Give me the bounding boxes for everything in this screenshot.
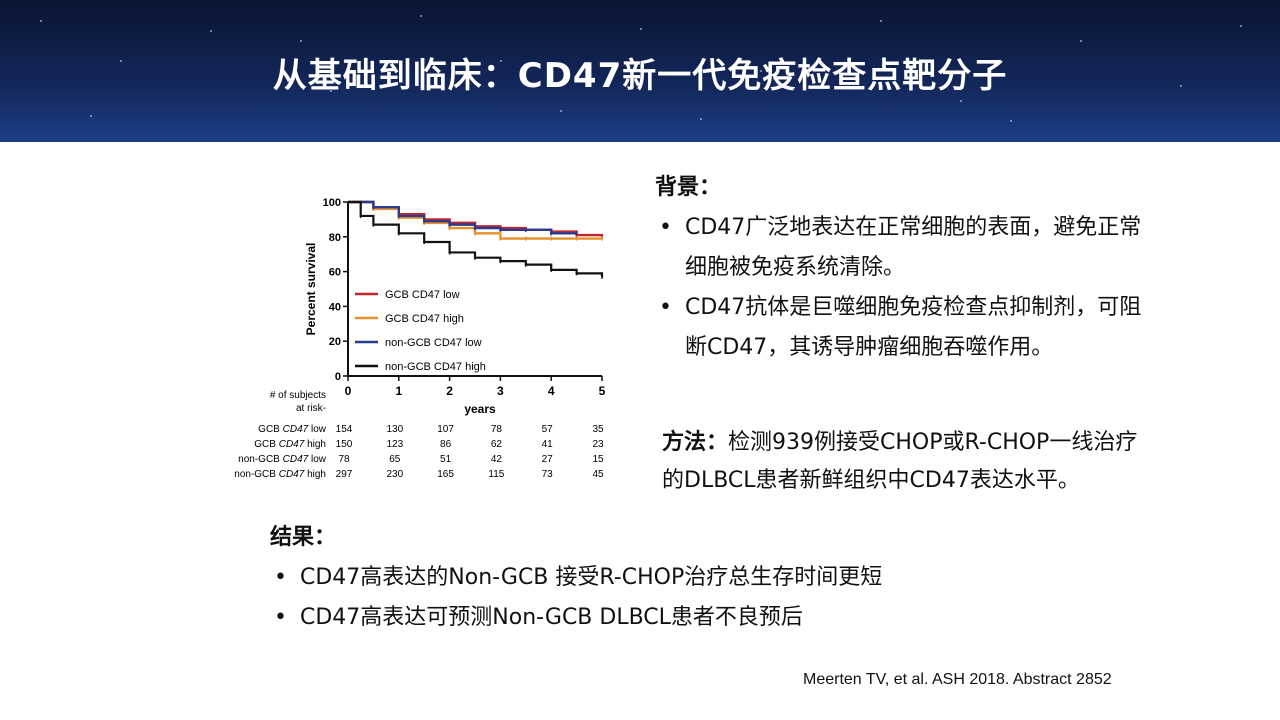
star-decoration <box>1010 120 1012 122</box>
risk-table-cell: 62 <box>491 439 503 450</box>
results-bullet: CD47高表达可预测Non-GCB DLBCL患者不良预后 <box>270 598 1030 638</box>
star-decoration <box>880 20 882 22</box>
risk-row-label-suffix: high <box>304 439 326 450</box>
star-decoration <box>700 118 702 120</box>
results-bullet: CD47高表达的Non-GCB 接受R-CHOP治疗总生存时间更短 <box>270 558 1030 598</box>
survival-chart: 0 20 40 60 80 100 0 1 2 3 4 5 Percent survival years G… <box>210 180 630 495</box>
star-decoration <box>1240 25 1242 27</box>
risk-row-label-prefix: GCB <box>258 424 282 435</box>
x-axis-label: years <box>464 402 496 416</box>
star-decoration <box>560 110 562 112</box>
method-text: 检测939例接受CHOP或R-CHOP一线治疗的DLBCL患者新鲜组织中CD47… <box>662 430 1138 493</box>
risk-table-cell: 27 <box>542 454 554 465</box>
risk-row-label-prefix: non-GCB <box>234 469 278 480</box>
risk-row-label-suffix: high <box>304 469 326 480</box>
results-bullets: CD47高表达的Non-GCB 接受R-CHOP治疗总生存时间更短 CD47高表… <box>270 558 1030 638</box>
risk-table-cell: 15 <box>592 454 604 465</box>
x-tick-label: 2 <box>446 384 453 398</box>
star-decoration <box>210 30 212 32</box>
star-decoration <box>40 20 42 22</box>
y-tick-label: 80 <box>329 232 341 244</box>
risk-row-label: non-GCB CD47 high <box>234 469 326 480</box>
x-tick-label: 3 <box>497 384 504 398</box>
star-decoration <box>330 90 332 92</box>
x-tick-label: 4 <box>548 384 555 398</box>
risk-table-cell: 65 <box>389 454 401 465</box>
risk-row-label-gene: CD47 <box>279 439 305 450</box>
star-decoration <box>640 28 642 30</box>
results-heading: 结果： <box>270 525 337 550</box>
star-decoration <box>1080 40 1082 42</box>
x-tick-label: 0 <box>345 384 352 398</box>
legend-label: GCB CD47 high <box>385 313 464 325</box>
risk-table-cell: 45 <box>592 469 604 480</box>
risk-table-cell: 78 <box>491 424 503 435</box>
background-bullet: CD47广泛地表达在正常细胞的表面，避免正常细胞被免疫系统清除。 <box>655 208 1145 288</box>
risk-table-header: at risk- <box>296 403 326 414</box>
risk-table-header: # of subjects <box>270 390 326 401</box>
title-banner: 从基础到临床：CD47新一代免疫检查点靶分子 <box>0 0 1280 142</box>
star-decoration <box>420 15 422 17</box>
background-heading: 背景： <box>655 175 722 200</box>
legend-label: non-GCB CD47 low <box>385 337 482 349</box>
y-axis-label: Percent survival <box>304 243 318 336</box>
risk-table-cell: 154 <box>336 424 353 435</box>
risk-table-cell: 35 <box>592 424 604 435</box>
risk-row-label-gene: CD47 <box>283 424 309 435</box>
risk-table-cell: 57 <box>542 424 554 435</box>
method-heading: 方法： <box>662 430 729 455</box>
risk-table-cell: 51 <box>440 454 452 465</box>
risk-row-label-gene: CD47 <box>283 454 309 465</box>
page-title: 从基础到临床：CD47新一代免疫检查点靶分子 <box>272 56 1008 96</box>
star-decoration <box>90 115 92 117</box>
risk-row-label-prefix: non-GCB <box>238 454 282 465</box>
risk-table-cell: 107 <box>437 424 454 435</box>
risk-table-cell: 42 <box>491 454 503 465</box>
star-decoration <box>1180 85 1182 87</box>
risk-table-cell: 130 <box>386 424 403 435</box>
risk-table-cell: 86 <box>440 439 452 450</box>
legend-label: non-GCB CD47 high <box>385 361 486 373</box>
star-decoration <box>500 60 502 62</box>
risk-table-cell: 150 <box>336 439 353 450</box>
risk-row-label: GCB CD47 high <box>254 439 326 450</box>
risk-row-label-prefix: GCB <box>254 439 278 450</box>
risk-table-cell: 115 <box>488 469 504 480</box>
x-tick-label: 5 <box>599 384 606 398</box>
risk-table-cell: 230 <box>386 469 403 480</box>
risk-row-label-suffix: low <box>308 424 327 435</box>
risk-table-cell: 123 <box>386 439 403 450</box>
legend-label: GCB CD47 low <box>385 289 460 301</box>
risk-row-label-suffix: low <box>308 454 327 465</box>
y-tick-label: 20 <box>329 336 341 348</box>
risk-row-label: non-GCB CD47 low <box>238 454 327 465</box>
background-section: 背景： CD47广泛地表达在正常细胞的表面，避免正常细胞被免疫系统清除。 CD4… <box>655 168 1145 368</box>
star-decoration <box>120 60 122 62</box>
star-decoration <box>760 70 762 72</box>
results-section: 结果： CD47高表达的Non-GCB 接受R-CHOP治疗总生存时间更短 CD… <box>270 518 1030 638</box>
risk-table-cell: 41 <box>542 439 554 450</box>
risk-row-label: GCB CD47 low <box>258 424 327 435</box>
y-tick-label: 40 <box>329 301 341 313</box>
y-tick-label: 60 <box>329 267 341 279</box>
risk-table-cell: 297 <box>336 469 353 480</box>
series-line <box>348 200 604 277</box>
background-bullet: CD47抗体是巨噬细胞免疫检查点抑制剂，可阻断CD47，其诱导肿瘤细胞吞噬作用。 <box>655 288 1145 368</box>
y-tick-label: 0 <box>335 371 341 383</box>
x-tick-label: 1 <box>395 384 402 398</box>
citation: Meerten TV, et al. ASH 2018. Abstract 28… <box>803 671 1112 688</box>
risk-table-cell: 23 <box>592 439 604 450</box>
method-section: 方法：检测939例接受CHOP或R-CHOP一线治疗的DLBCL患者新鲜组织中C… <box>662 424 1142 500</box>
star-decoration <box>960 100 962 102</box>
star-decoration <box>300 40 302 42</box>
background-bullets: CD47广泛地表达在正常细胞的表面，避免正常细胞被免疫系统清除。 CD47抗体是… <box>655 208 1145 368</box>
risk-table-cell: 165 <box>437 469 454 480</box>
y-tick-label: 100 <box>323 197 341 209</box>
risk-table-cell: 73 <box>542 469 554 480</box>
risk-row-label-gene: CD47 <box>279 469 305 480</box>
risk-table-cell: 78 <box>338 454 350 465</box>
